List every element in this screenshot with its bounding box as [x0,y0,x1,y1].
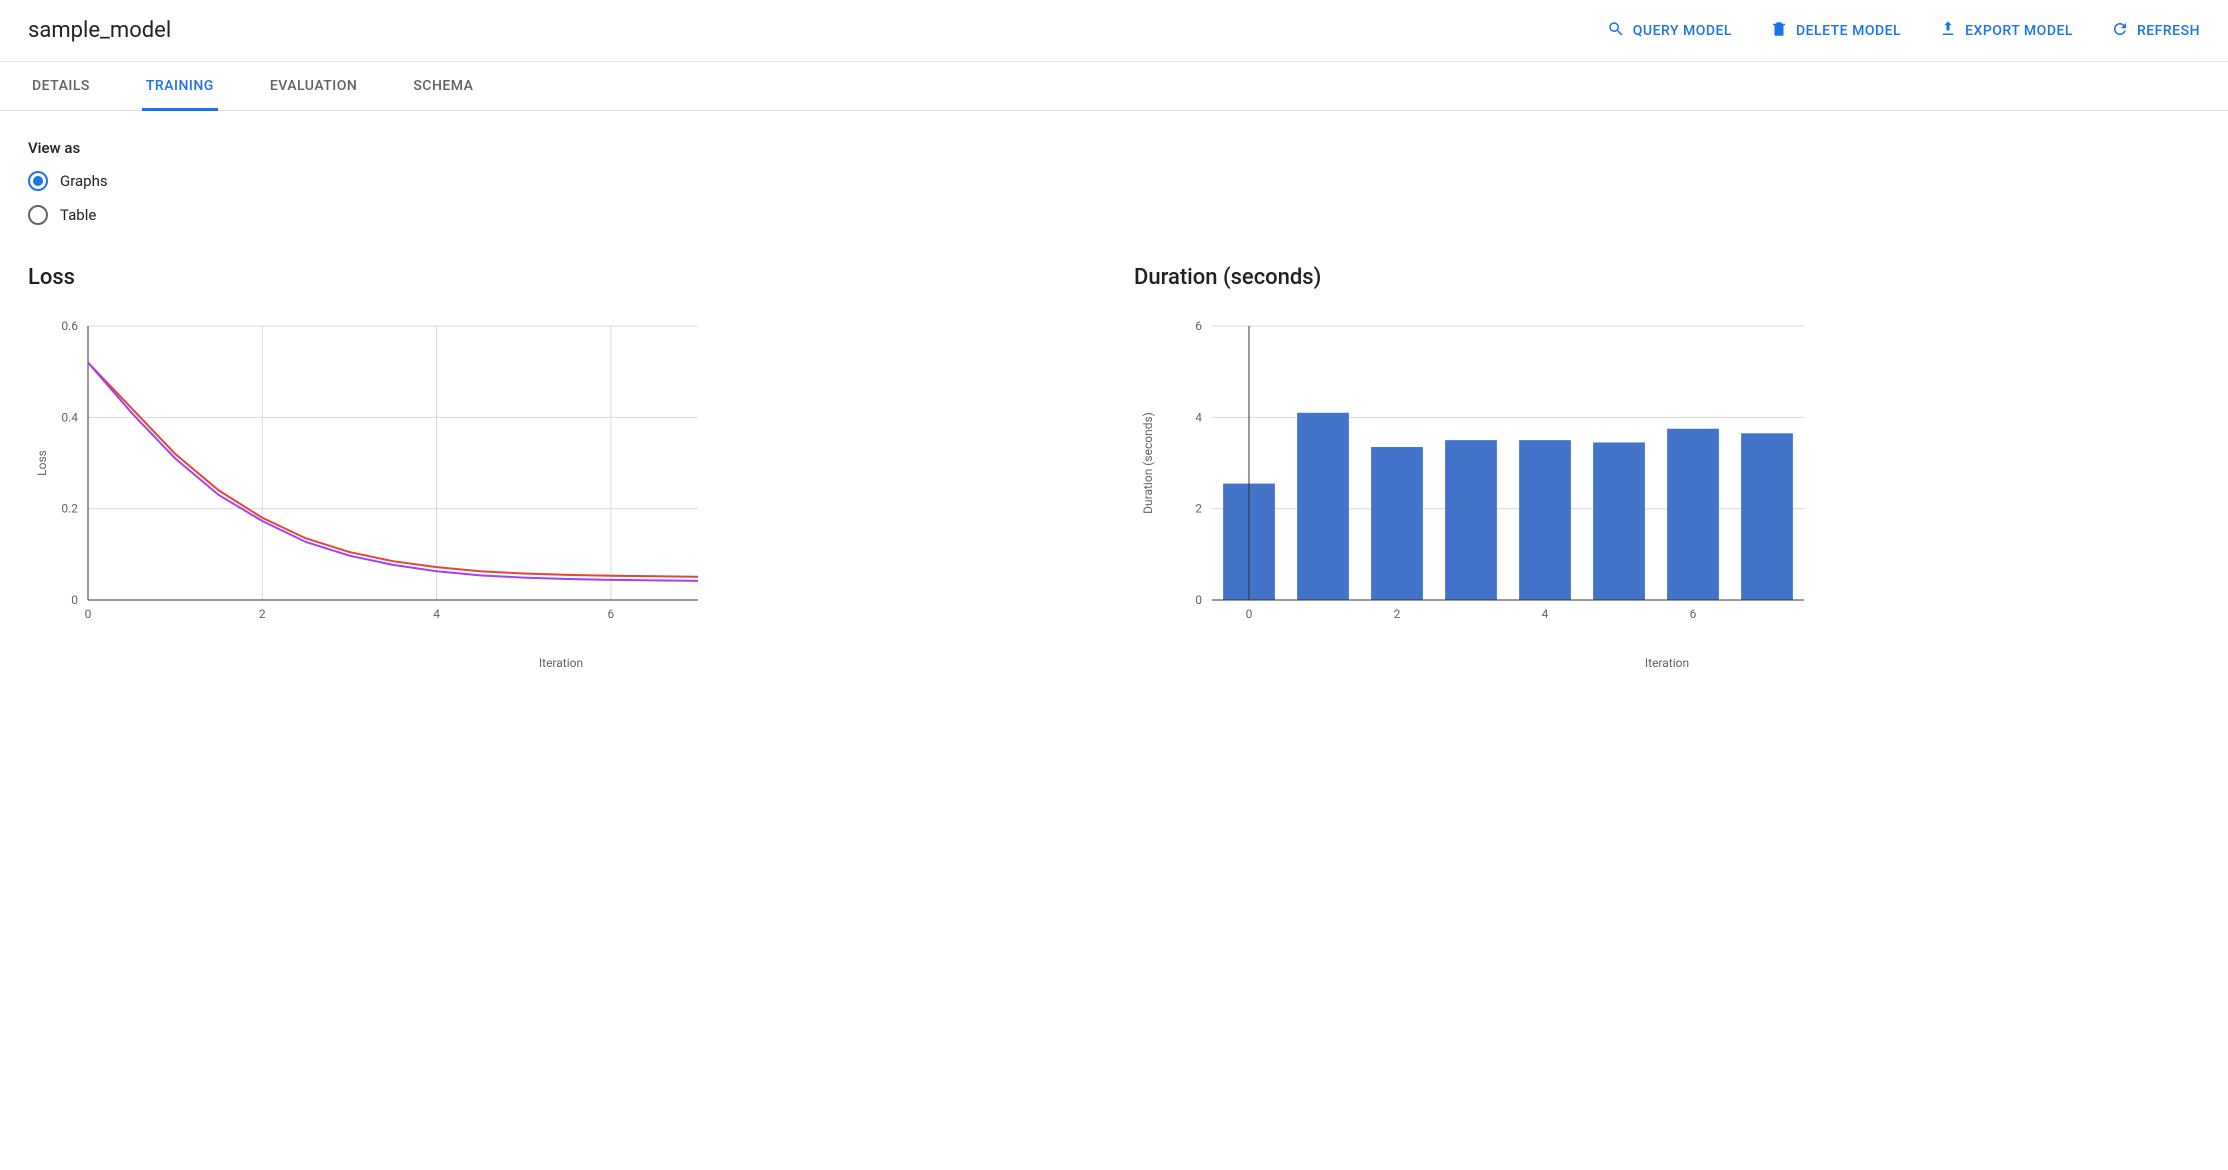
header-actions: QUERY MODEL DELETE MODEL EXPORT MODEL RE… [1607,20,2200,42]
delete-model-label: DELETE MODEL [1796,23,1901,39]
tab-details[interactable]: DETAILS [28,62,94,111]
svg-text:4: 4 [1195,410,1202,424]
loss-chart-panel: Loss Loss 0 0.2 0.4 0.6 0 2 4 6 Iteration [28,265,1094,670]
radio-icon [28,205,48,225]
tab-training[interactable]: TRAINING [142,62,218,111]
svg-text:6: 6 [1690,607,1697,620]
duration-chart-title: Duration (seconds) [1134,265,2200,290]
export-model-label: EXPORT MODEL [1965,23,2073,39]
export-model-button[interactable]: EXPORT MODEL [1939,20,2073,42]
svg-text:2: 2 [1394,607,1401,620]
tab-schema[interactable]: SCHEMA [409,62,477,111]
duration-chart-box: Duration (seconds) 0 2 4 6 0 2 4 6 Iteration [1134,320,2200,670]
radio-graphs-label: Graphs [60,172,108,190]
svg-text:0: 0 [85,607,92,620]
content-area: View as Graphs Table Loss Loss 0 0.2 0.4 0.6… [0,111,2228,698]
refresh-button[interactable]: REFRESH [2111,20,2200,42]
svg-text:0.6: 0.6 [61,320,78,333]
tab-evaluation[interactable]: EVALUATION [266,62,362,111]
svg-text:0: 0 [71,593,78,607]
loss-xlabel: Iteration [28,656,1094,670]
svg-text:2: 2 [259,607,266,620]
radio-graphs[interactable]: Graphs [28,171,2200,191]
trash-icon [1770,20,1788,42]
loss-chart-title: Loss [28,265,1094,290]
svg-text:0.4: 0.4 [61,410,78,424]
charts-row: Loss Loss 0 0.2 0.4 0.6 0 2 4 6 Iteration Durati… [28,265,2200,670]
refresh-label: REFRESH [2137,23,2200,39]
page-title: sample_model [28,18,171,43]
svg-text:0: 0 [1195,593,1202,607]
tab-bar: DETAILS TRAINING EVALUATION SCHEMA [0,62,2228,111]
header-bar: sample_model QUERY MODEL DELETE MODEL EX… [0,0,2228,62]
svg-text:4: 4 [1542,607,1549,620]
radio-icon [28,171,48,191]
svg-text:0.2: 0.2 [61,502,78,516]
loss-chart-svg: Loss 0 0.2 0.4 0.6 0 2 4 6 [28,320,708,620]
duration-xlabel: Iteration [1134,656,2200,670]
svg-text:0: 0 [1246,607,1253,620]
svg-text:2: 2 [1195,502,1202,516]
delete-model-button[interactable]: DELETE MODEL [1770,20,1901,42]
svg-text:Duration (seconds): Duration (seconds) [1141,412,1155,514]
loss-chart-box: Loss 0 0.2 0.4 0.6 0 2 4 6 Iteration [28,320,1094,670]
svg-text:6: 6 [1195,320,1202,333]
svg-text:6: 6 [607,607,614,620]
query-model-label: QUERY MODEL [1633,23,1732,39]
refresh-icon [2111,20,2129,42]
magnify-icon [1607,20,1625,42]
export-icon [1939,20,1957,42]
svg-text:4: 4 [433,607,440,620]
view-as-radio-group: Graphs Table [28,171,2200,225]
query-model-button[interactable]: QUERY MODEL [1607,20,1732,42]
radio-table-label: Table [60,206,96,224]
duration-chart-panel: Duration (seconds) Duration (seconds) 0 2 4… [1134,265,2200,670]
view-as-label: View as [28,139,2200,157]
duration-chart-svg: Duration (seconds) 0 2 4 6 0 2 4 6 [1134,320,1814,620]
svg-text:Loss: Loss [35,450,49,476]
radio-table[interactable]: Table [28,205,2200,225]
